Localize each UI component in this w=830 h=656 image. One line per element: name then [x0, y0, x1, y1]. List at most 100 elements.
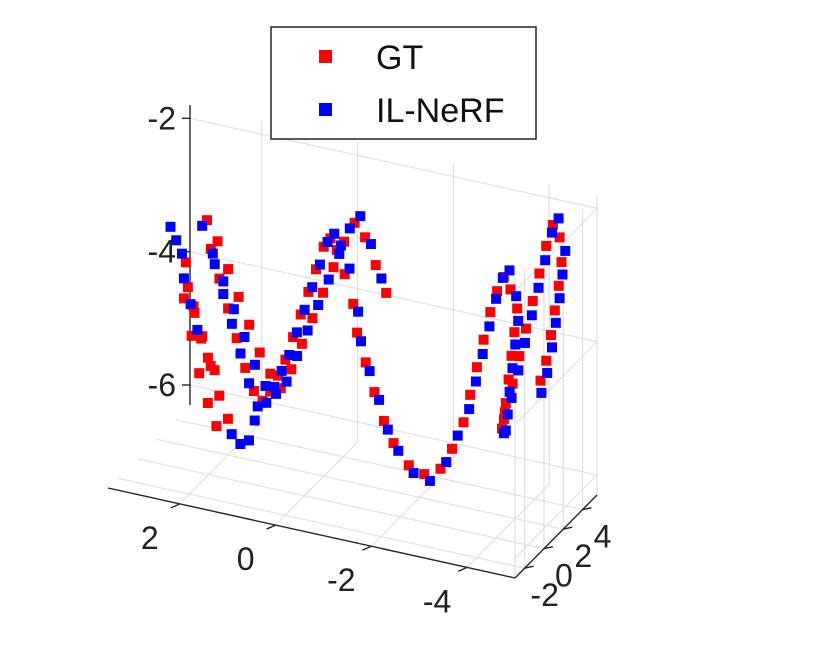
- data-point: [553, 280, 564, 291]
- data-point: [212, 236, 223, 247]
- data-point: [534, 268, 545, 279]
- data-point: [328, 262, 339, 273]
- y-tick-mark: [582, 506, 592, 511]
- x-tick-label: 0: [237, 541, 255, 577]
- data-point: [369, 387, 380, 398]
- data-point: [322, 237, 333, 247]
- data-point: [218, 289, 229, 299]
- data-point: [235, 348, 246, 359]
- data-point: [541, 355, 552, 366]
- data-point: [512, 303, 523, 314]
- data-point: [546, 330, 556, 341]
- data-point: [355, 211, 366, 222]
- data-point: [202, 215, 212, 226]
- data-point: [464, 404, 475, 415]
- data-point: [171, 235, 182, 246]
- data-point: [235, 439, 246, 449]
- data-point: [209, 259, 220, 270]
- data-point: [356, 336, 366, 347]
- data-point: [286, 364, 297, 375]
- data-point: [197, 331, 208, 342]
- data-point: [233, 291, 244, 302]
- x-tick-mark: [266, 524, 276, 530]
- data-point: [403, 460, 414, 471]
- data-point: [547, 342, 557, 353]
- data-point: [223, 264, 234, 275]
- data-point: [284, 350, 295, 360]
- data-point: [540, 255, 551, 266]
- data-point: [276, 365, 287, 376]
- x-axis-line: [107, 487, 516, 579]
- data-point: [186, 330, 197, 341]
- data-point: [370, 260, 381, 271]
- data-point: [197, 220, 208, 231]
- data-point: [352, 327, 363, 338]
- y-tick-mark: [563, 526, 573, 530]
- data-point: [226, 429, 237, 440]
- data-point: [504, 265, 515, 276]
- data-point: [452, 430, 463, 441]
- y-tick-mark: [524, 565, 534, 569]
- data-point: [511, 291, 522, 302]
- data-point: [239, 332, 250, 342]
- data-point: [292, 351, 303, 361]
- grid-line-back-z: [189, 117, 598, 209]
- data-point: [269, 381, 279, 392]
- data-point: [249, 359, 260, 370]
- data-point: [205, 361, 216, 371]
- data-point: [261, 397, 272, 408]
- y-tick-label: -2: [530, 577, 558, 613]
- grid-line-floor-x: [370, 462, 454, 547]
- data-point: [307, 313, 318, 324]
- legend-box: [270, 26, 537, 140]
- data-point: [374, 394, 385, 405]
- data-point: [376, 273, 387, 284]
- data-point: [202, 398, 213, 408]
- data-point: [458, 417, 469, 428]
- data-point: [275, 383, 286, 394]
- y-tick-label: 2: [574, 538, 592, 574]
- data-point: [536, 387, 547, 398]
- x-tick-mark: [362, 545, 372, 551]
- data-point: [244, 319, 255, 330]
- data-point: [244, 435, 254, 446]
- data-point: [513, 315, 524, 326]
- data-point: [349, 217, 360, 228]
- data-point: [435, 463, 446, 474]
- z-tick-label: -4: [148, 234, 176, 270]
- data-point: [223, 303, 234, 314]
- data-point: [291, 327, 302, 338]
- data-point: [542, 368, 553, 378]
- data-point: [507, 363, 518, 374]
- data-point: [271, 388, 281, 399]
- data-point: [465, 389, 476, 400]
- data-point: [299, 304, 310, 315]
- data-point: [248, 386, 259, 396]
- data-point: [541, 240, 552, 251]
- data-point: [165, 221, 176, 232]
- series-il-nerf: [165, 211, 571, 486]
- data-point: [478, 334, 489, 345]
- grid-line-floor-y: [136, 458, 545, 550]
- data-point: [222, 413, 233, 424]
- x-tick-label: -2: [327, 562, 355, 598]
- data-point: [211, 421, 222, 432]
- data-point: [521, 323, 531, 334]
- data-point: [526, 310, 537, 321]
- data-point: [260, 381, 271, 391]
- data-point: [334, 248, 345, 259]
- data-point: [214, 390, 225, 401]
- x-tick-mark: [457, 566, 468, 573]
- data-point: [497, 272, 508, 283]
- grid-line-floor-x: [275, 441, 359, 526]
- data-point: [381, 287, 392, 298]
- data-point: [348, 298, 359, 309]
- legend: GT IL-NeRF: [270, 26, 537, 140]
- data-point: [498, 428, 509, 439]
- data-point: [302, 325, 313, 336]
- data-point: [505, 284, 516, 295]
- data-point: [182, 282, 193, 293]
- x-tick-mark: [170, 503, 181, 509]
- z-tick-label: -6: [148, 367, 176, 403]
- data-point: [471, 362, 482, 373]
